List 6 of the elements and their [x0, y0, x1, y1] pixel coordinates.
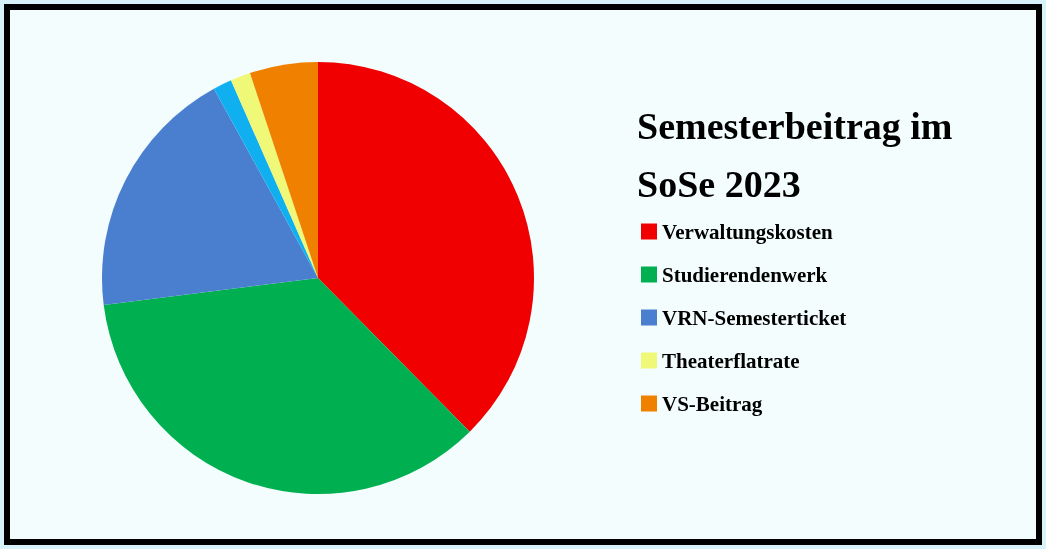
legend-label: VRN-Semesterticket: [662, 305, 847, 330]
text: Semesterbeitrag im SoSe 2023: [637, 105, 962, 205]
legend-label: Theaterflatrate: [662, 348, 800, 373]
legend-label: Verwaltungskosten: [662, 219, 834, 244]
legend-label: Studierendenwerk: [662, 262, 828, 287]
legend-label: VS-Beitrag: [662, 391, 763, 416]
